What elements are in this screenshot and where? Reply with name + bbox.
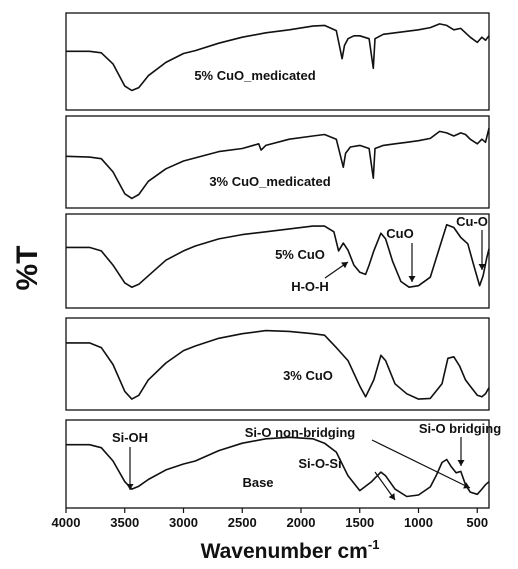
- x-axis-title: Wavenumber cm-1: [201, 537, 380, 563]
- annotation-arrowhead: [388, 493, 395, 500]
- series-line: [66, 329, 490, 400]
- series-line: [65, 128, 490, 200]
- annotation-arrowhead: [457, 460, 465, 466]
- panel-5: Base: [65, 419, 490, 509]
- annotation-label: CuO: [386, 226, 413, 241]
- x-axis-title-superscript: -1: [368, 537, 380, 552]
- series-label: 3% CuO_medicated: [209, 174, 330, 189]
- panel-4: 3% CuO: [65, 317, 490, 411]
- annotation: Si-OH: [112, 430, 148, 490]
- x-tick-label: 1500: [345, 515, 374, 530]
- series-label: Base: [242, 475, 273, 490]
- x-tick-label: 4000: [52, 515, 81, 530]
- annotation-arrowhead: [126, 484, 134, 490]
- annotation: Si-O-Si: [298, 456, 396, 501]
- panel-frame: [65, 115, 490, 209]
- x-tick-label: 2500: [228, 515, 257, 530]
- panel-frame: [65, 317, 490, 411]
- annotation: H-O-H: [291, 261, 349, 294]
- panel-frame: [65, 12, 490, 111]
- series-label: 5% CuO_medicated: [194, 68, 315, 83]
- panel-frame: [65, 213, 490, 309]
- panel-3: 5% CuO: [65, 213, 490, 309]
- annotation-arrowhead: [463, 482, 470, 489]
- panel-1: 5% CuO_medicated: [65, 12, 490, 111]
- annotation-arrowhead: [341, 262, 348, 269]
- annotation-label: Si-OH: [112, 430, 148, 445]
- annotation: Si-O non-bridging: [245, 425, 471, 489]
- annotation: Cu-O: [456, 214, 488, 270]
- x-tick-label: 1000: [404, 515, 433, 530]
- panel-frame: [65, 419, 490, 509]
- series-label: 3% CuO: [283, 368, 333, 383]
- series-label: 5% CuO: [275, 247, 325, 262]
- annotation-arrowhead: [408, 276, 416, 282]
- y-axis-title: %T: [11, 246, 44, 291]
- annotation-arrowhead: [478, 264, 486, 270]
- panel-2: 3% CuO_medicated: [65, 115, 490, 209]
- x-axis: 4000 3500 3000 2500 2000 1500 1000 500: [52, 508, 488, 530]
- panels: 5% CuO_medicated 3% CuO_medicated 5% CuO 3%…: [65, 12, 490, 509]
- series-line: [66, 436, 490, 498]
- annotation-arrow: [371, 439, 471, 489]
- annotation-label: Si-O non-bridging: [245, 425, 356, 440]
- annotation: CuO: [386, 226, 416, 282]
- x-tick-label: 3000: [169, 515, 198, 530]
- annotation-label: Si-O-Si: [298, 456, 341, 471]
- x-tick-label: 3500: [110, 515, 139, 530]
- annotation-label: H-O-H: [291, 279, 329, 294]
- annotation-label: Cu-O: [456, 214, 488, 229]
- annotations: Si-OH Si-O non-bridging Si-O bridging Si-O-…: [112, 214, 501, 501]
- series-line: [66, 223, 490, 288]
- x-tick-label: 500: [466, 515, 488, 530]
- annotation: Si-O bridging: [419, 421, 501, 466]
- x-tick-label: 2000: [287, 515, 316, 530]
- series-line: [66, 23, 490, 92]
- x-axis-title-text: Wavenumber cm: [201, 540, 368, 563]
- annotation-label: Si-O bridging: [419, 421, 501, 436]
